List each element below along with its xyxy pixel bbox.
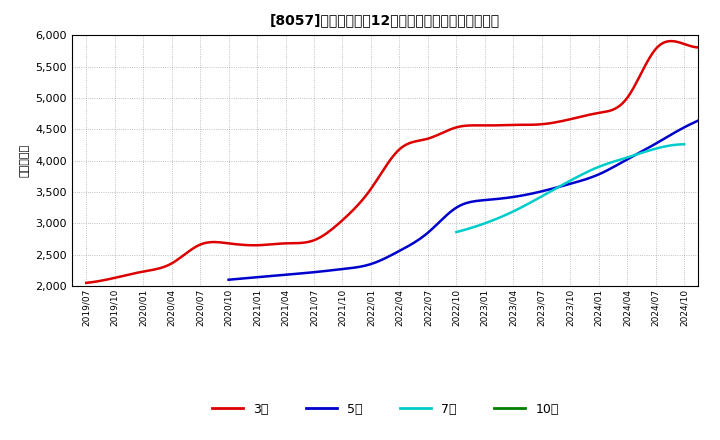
Y-axis label: （百万円）: （百万円） [20,144,30,177]
Title: [8057]　当期絔利益12か月移動合計の平均値の推移: [8057] 当期絔利益12か月移動合計の平均値の推移 [270,13,500,27]
Legend: 3年, 5年, 7年, 10年: 3年, 5年, 7年, 10年 [207,398,564,421]
